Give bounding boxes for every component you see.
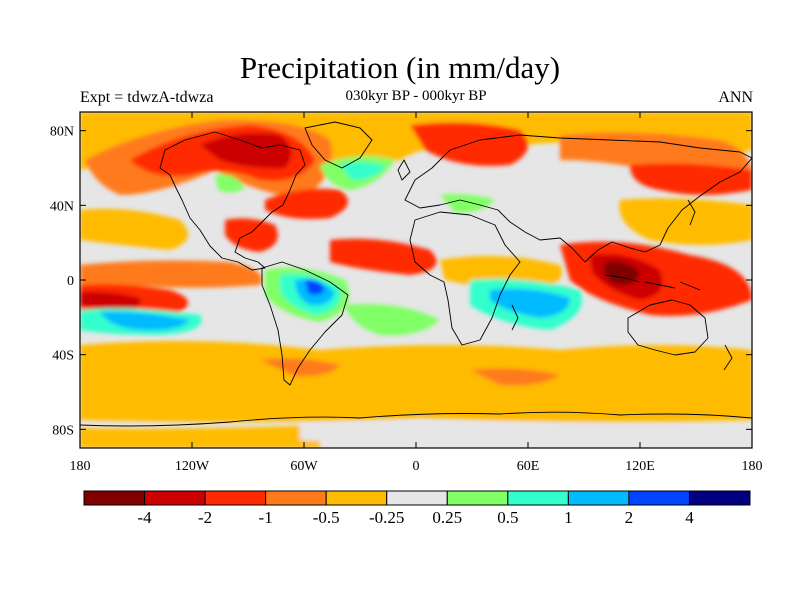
coast-north-america (159, 131, 306, 271)
field-canada-core (200, 132, 292, 169)
field-indonesia-darkest (603, 261, 640, 285)
field-southern-ocean-orange-2 (260, 358, 340, 377)
colorbar-label: 2 (625, 508, 634, 527)
colorbar-swatch (688, 490, 751, 506)
lon-tick-label: 60E (517, 459, 540, 474)
lat-tick-label: 40S (52, 349, 74, 364)
colorbar-label: 1 (564, 508, 573, 527)
field-southern-ocean-orange (80, 341, 752, 423)
lon-tick-label: 180 (70, 459, 91, 474)
coast-new-zealand (723, 344, 733, 371)
colorbar-swatch (628, 490, 690, 506)
lat-tick-label: 40N (50, 199, 74, 214)
anomaly-fields (80, 112, 752, 448)
map-title: Precipitation (in mm/day) (239, 50, 561, 85)
lon-axis: 180 120W 60W 0 60E 120E 180 (70, 112, 763, 474)
colorbar-swatch (83, 490, 146, 506)
lat-tick-label: 80S (52, 423, 74, 438)
coast-uk (397, 159, 411, 181)
field-north-atlantic-cyan (340, 162, 385, 180)
coast-indonesia (604, 274, 701, 291)
colorbar-swatch (567, 490, 630, 506)
lat-tick-label: 80N (50, 125, 74, 140)
field-nh-subtropic-orange (80, 208, 188, 250)
field-south-pacific-blue (100, 311, 190, 331)
field-scandinavia-red (410, 122, 528, 166)
colorbar-label: 0.25 (432, 508, 462, 527)
coast-australia (627, 299, 709, 356)
field-antarctic-margin-grey (300, 423, 703, 446)
colorbar-swatch (204, 490, 267, 506)
coast-antarctica (80, 411, 752, 427)
field-southern-ocean-orange-3 (470, 368, 560, 386)
coast-eurasia (404, 134, 752, 263)
coast-greenland (304, 121, 373, 169)
field-antarctic-margin-orange (80, 425, 320, 448)
field-atlantic-itcz-red (330, 238, 437, 275)
field-equatorial-pacific-orange (80, 260, 262, 290)
coast-south-america (261, 261, 349, 386)
colorbar-swatch (325, 490, 388, 506)
coast-madagascar (511, 304, 519, 331)
colorbar-label: -2 (198, 508, 212, 527)
colorbar-label: 0.5 (497, 508, 518, 527)
field-southern-africa-blue (490, 288, 570, 318)
colorbar-label: -4 (137, 508, 152, 527)
colorbar-label: 4 (685, 508, 694, 527)
field-equatorial-pacific-deep (80, 291, 141, 310)
lat-tick-label: 0 (67, 274, 74, 289)
plot-area (80, 112, 752, 448)
colorbar-swatch (386, 490, 448, 506)
coastlines (80, 121, 752, 427)
coast-japan (687, 199, 696, 226)
coast-africa (409, 211, 521, 346)
field-amazon-darkblue (305, 279, 325, 295)
experiment-label: Expt = tdwzA-tdwza (80, 89, 214, 106)
colorbar-swatch (265, 490, 327, 506)
colorbar-swatch (446, 490, 509, 506)
field-north-atlantic-red (265, 188, 348, 219)
period-label: 030kyr BP - 000kyr BP (345, 88, 487, 104)
colorbar-swatch (507, 490, 569, 506)
lon-tick-label: 120W (175, 459, 210, 474)
colorbar: -4 -2 -1 -0.5 -0.25 0.25 0.5 1 2 4 (83, 490, 751, 527)
field-north-pacific-red (630, 163, 752, 195)
colorbar-label: -1 (259, 508, 273, 527)
lon-tick-label: 180 (742, 459, 763, 474)
colorbar-label: -0.5 (313, 508, 340, 527)
lat-axis: 80N 40N 0 40S 80S (50, 125, 752, 438)
lon-tick-label: 60W (290, 459, 318, 474)
field-mediterranean-green (440, 194, 495, 213)
field-asia-orange (619, 198, 752, 245)
colorbar-label: -0.25 (369, 508, 404, 527)
season-label: ANN (718, 89, 753, 106)
lon-tick-label: 120E (625, 459, 655, 474)
field-south-atlantic-green (345, 304, 440, 336)
colorbar-swatch (144, 490, 206, 506)
field-pacific-nw-green (215, 174, 245, 193)
lon-tick-label: 0 (413, 459, 420, 474)
